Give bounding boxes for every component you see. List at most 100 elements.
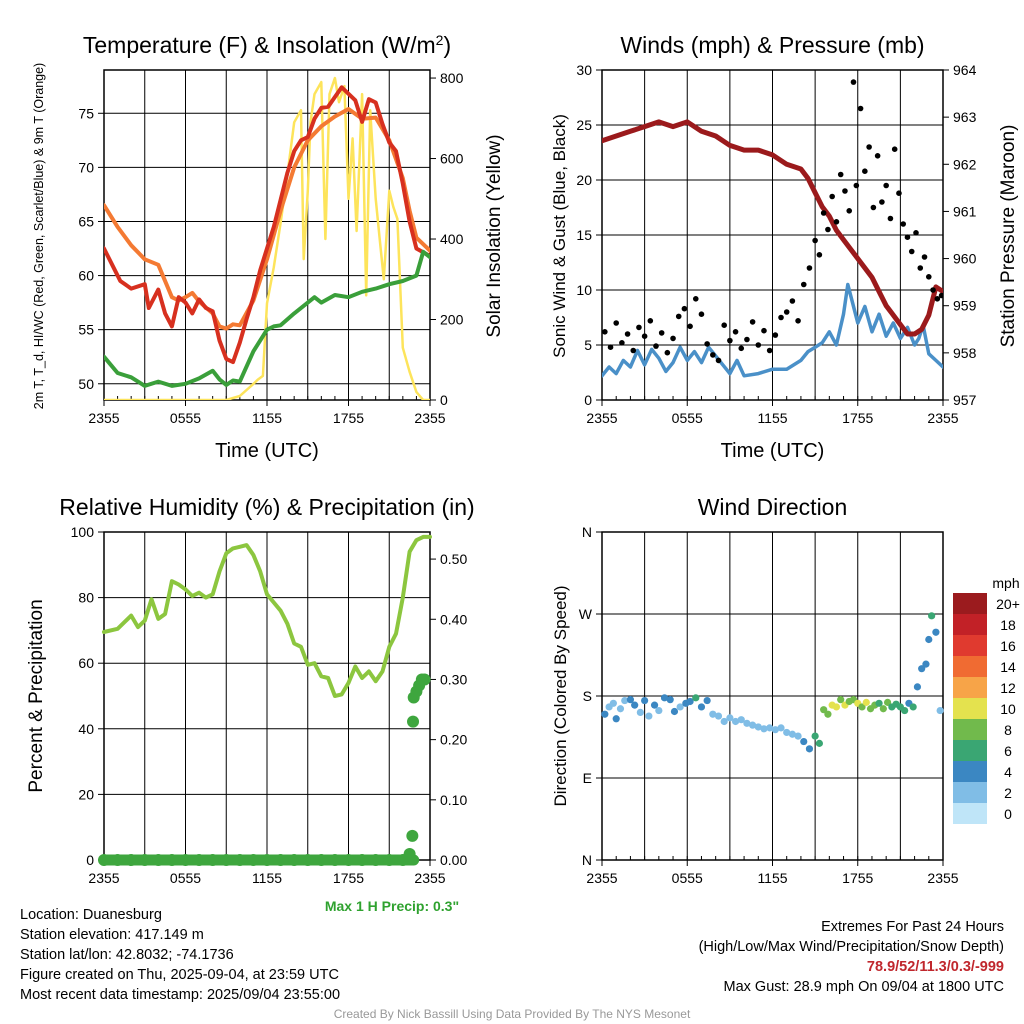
max-precip-label: Max 1 H Precip: 0.3": [325, 898, 459, 914]
gust-point: [934, 296, 941, 302]
gust-point: [891, 146, 898, 152]
wind-direction-point: [626, 696, 635, 704]
sonic-wind-line: [602, 282, 943, 378]
wind-direction-point: [609, 699, 617, 707]
gust-point: [853, 182, 860, 189]
y-axis-label-left: Percent & Precipitation: [26, 599, 47, 792]
x-tick-label: 1755: [842, 410, 873, 426]
series-group: [98, 534, 432, 866]
gust-point: [913, 230, 919, 236]
y-tick-label: 70: [78, 159, 94, 175]
wind-direction-point: [612, 715, 620, 723]
y-tick-label-right: 963: [953, 109, 977, 125]
x-tick-label: 2355: [927, 870, 958, 886]
gust-point: [874, 153, 881, 159]
y-tick-label: 40: [78, 721, 94, 737]
legend-label: 14: [1000, 659, 1016, 675]
wind-direction-point: [749, 721, 757, 729]
gust-point: [744, 336, 750, 343]
solar-insolation-line: [104, 76, 430, 400]
legend-label: 6: [1004, 743, 1012, 759]
wind-direction-point: [766, 724, 774, 732]
precipitation-point: [288, 854, 301, 866]
y-tick-label: N: [582, 852, 592, 868]
wind-direction-point: [777, 724, 785, 732]
y-tick-label: 10: [576, 282, 592, 298]
gust-point: [715, 357, 722, 364]
gust-point: [825, 226, 831, 233]
y-tick-label-right: 960: [953, 251, 977, 267]
station-info: Location: Duanesburg Station elevation: …: [20, 905, 340, 1005]
panel-0: 50 55 60 65 70 75 0 200 400 600 800 2355 0555 1155 175…: [32, 32, 505, 462]
wind-direction-point: [936, 706, 944, 715]
wind-direction-point: [726, 714, 734, 722]
gust-point: [664, 349, 671, 356]
wind-direction-point: [645, 712, 653, 720]
panel-1: 0 5 10 15 20 25 30 957 958 959 960 961 962 963 964 2355…: [550, 32, 1019, 462]
y-tick-label: W: [579, 606, 593, 622]
gust-point: [658, 330, 665, 336]
y-tick-label: 0: [584, 392, 592, 408]
gust-point: [829, 193, 835, 200]
wind-direction-point: [875, 699, 883, 707]
gust-point: [887, 215, 894, 222]
wind-direction-point: [650, 701, 659, 709]
gust-point: [692, 296, 699, 302]
legend-swatch: [953, 761, 987, 782]
panel-3: N E S W N 2355 0555 1155 1755 2355 Wind Direction D…: [551, 494, 1020, 886]
wind-direction-point: [655, 706, 663, 715]
temperature-2m-line: [104, 85, 430, 365]
gust-point: [749, 319, 756, 325]
y-tick-label: 65: [78, 213, 94, 229]
y-axis-label-right: Station Pressure (Maroon): [998, 125, 1019, 348]
gust-point: [900, 221, 907, 227]
wind-direction-point: [754, 723, 762, 731]
precipitation-point: [274, 854, 287, 866]
wind-direction-point: [660, 694, 669, 702]
gust-point: [904, 234, 911, 240]
x-tick-label: 2355: [414, 870, 445, 886]
y-tick-label-right: 400: [440, 231, 464, 247]
wind-direction-point: [676, 703, 684, 711]
gust-point: [870, 204, 877, 211]
wind-direction-point: [925, 635, 933, 644]
wind-direction-point: [697, 703, 706, 711]
wind-direction-point: [743, 719, 751, 727]
x-tick-label: 0555: [170, 870, 201, 886]
extremes-subtitle: (High/Low/Max Wind/Precipitation/Snow De…: [698, 939, 1004, 955]
legend-label: 20+: [996, 596, 1020, 612]
x-tick-label: 2355: [88, 870, 119, 886]
gust-point: [896, 190, 902, 196]
panel-title: Relative Humidity (%) & Precipitation (i…: [59, 494, 474, 520]
y-tick-label: 25: [576, 117, 592, 133]
max-gust-text: Max Gust: 28.9 mph On 09/04 at 1800 UTC: [723, 979, 1004, 995]
precipitation-point: [383, 854, 396, 866]
legend-swatch: [953, 740, 987, 761]
wind-direction-point: [932, 628, 940, 636]
wind-direction-point: [616, 705, 625, 713]
y-axis-label: Direction (Colored By Speed): [551, 585, 570, 806]
y-tick-label-right: 0.20: [440, 732, 467, 748]
precipitation-point: [301, 854, 314, 866]
gust-point: [795, 318, 801, 324]
gust-point: [925, 274, 932, 280]
y-tick-label: 0: [86, 852, 94, 868]
y-tick-label: 5: [584, 337, 592, 353]
precipitation-point: [369, 854, 382, 866]
legend-swatch: [953, 698, 987, 719]
legend-swatch: [953, 614, 987, 635]
precipitation-point: [125, 854, 138, 866]
precipitation-point: [138, 854, 151, 866]
x-tick-label: 0555: [672, 410, 703, 426]
wind-direction-point: [788, 730, 796, 738]
gust-point: [800, 281, 807, 288]
legend-label: 12: [1000, 680, 1016, 696]
gust-point: [789, 298, 796, 304]
legend-label: 10: [1000, 701, 1016, 717]
gust-point: [908, 248, 915, 255]
gust-point: [704, 341, 710, 347]
credit-text: Created By Nick Bassill Using Data Provi…: [333, 1007, 691, 1021]
y-tick-label: 75: [78, 105, 94, 121]
gust-point: [653, 343, 659, 349]
x-tick-label: 1755: [333, 410, 364, 426]
